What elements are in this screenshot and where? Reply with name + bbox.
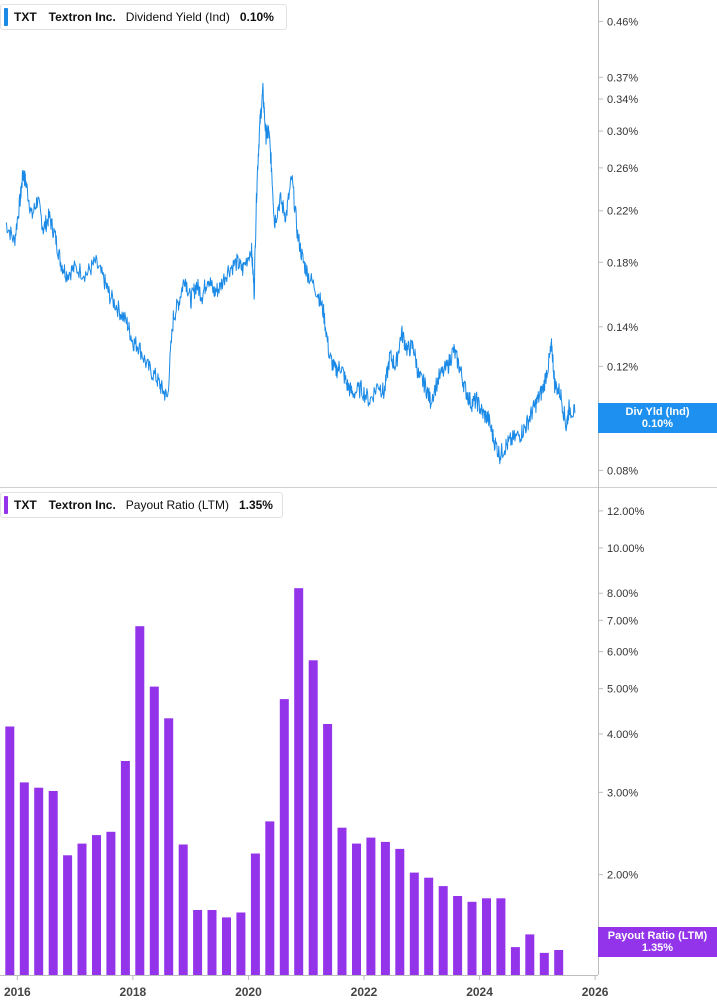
x-tick-label: 2018 [120, 985, 147, 999]
payout-bar [510, 947, 520, 975]
y-tick-label: 0.30% [607, 126, 638, 138]
y-tick-label: 0.46% [607, 16, 638, 28]
x-tick-label: 2020 [235, 985, 262, 999]
yield-legend: TXT Textron Inc. Dividend Yield (Ind) 0.… [0, 4, 287, 30]
payout-bar [236, 912, 246, 975]
payout-bar [207, 910, 217, 975]
yield-tag-label: Div Yld (Ind) [625, 406, 690, 418]
y-tick-label: 4.00% [607, 729, 638, 741]
payout-bar [395, 848, 405, 975]
yield-legend-metric: Dividend Yield (Ind) [125, 10, 230, 24]
y-tick-label: 7.00% [607, 615, 638, 627]
yield-legend-swatch [4, 8, 8, 26]
payout-value-tag: Payout Ratio (LTM) 1.35% [598, 927, 717, 957]
x-tick-label: 2026 [582, 985, 609, 999]
payout-bar [106, 831, 116, 975]
y-tick-label: 0.08% [607, 465, 638, 477]
payout-bar [482, 898, 491, 975]
y-tick-label: 3.00% [607, 787, 638, 799]
payout-bar [19, 782, 29, 975]
y-tick-label: 0.26% [607, 163, 638, 175]
y-tick-label: 0.34% [607, 94, 638, 106]
y-tick-label: 0.14% [607, 322, 638, 334]
payout-bar [308, 660, 318, 975]
payout-bar [92, 835, 101, 975]
y-tick-label: 10.00% [607, 543, 645, 555]
payout-bar [352, 843, 361, 975]
y-tick-label: 8.00% [607, 588, 638, 600]
x-tick-label: 2024 [466, 985, 493, 999]
yield-tag-value: 0.10% [641, 418, 674, 430]
payout-bar [149, 686, 159, 975]
payout-bar [453, 896, 463, 975]
payout-legend-metric: Payout Ratio (LTM) [125, 498, 229, 512]
payout-bar [424, 877, 434, 975]
dividend-yield-line [5, 82, 576, 465]
x-tick-label: 2016 [4, 985, 31, 999]
y-tick-label: 12.00% [607, 506, 645, 518]
y-tick-label: 0.37% [607, 72, 638, 84]
payout-bar [222, 917, 231, 975]
payout-bar [467, 901, 477, 975]
payout-bar [178, 844, 188, 975]
y-tick-label: 5.00% [607, 684, 638, 696]
payout-bar [554, 950, 564, 975]
payout-bar [539, 952, 549, 975]
payout-tag-label: Payout Ratio (LTM) [607, 930, 708, 942]
payout-bar [279, 699, 289, 975]
payout-bar [294, 588, 304, 975]
y-tick-label: 2.00% [607, 870, 638, 882]
payout-bar [5, 726, 15, 975]
payout-bar [409, 872, 419, 975]
payout-bar [380, 841, 390, 975]
y-tick-label: 0.22% [607, 206, 638, 218]
payout-bar [366, 837, 376, 975]
payout-tag-value: 1.35% [641, 942, 674, 954]
payout-bar [496, 898, 506, 975]
payout-bar [63, 855, 73, 975]
y-tick-label: 6.00% [607, 647, 638, 659]
payout-legend-company: Textron Inc. [48, 498, 116, 512]
payout-bar [48, 791, 58, 975]
payout-bar [193, 910, 203, 975]
payout-legend: TXT Textron Inc. Payout Ratio (LTM) 1.35… [0, 492, 283, 518]
payout-bar [120, 761, 130, 975]
y-tick-label: 0.18% [607, 257, 638, 269]
payout-bar [265, 821, 275, 975]
yield-legend-company: Textron Inc. [48, 10, 116, 24]
y-tick-label: 0.12% [607, 361, 638, 373]
payout-bar [34, 787, 44, 975]
payout-bar [164, 718, 174, 975]
payout-legend-value: 1.35% [238, 498, 273, 512]
payout-bar [337, 827, 347, 975]
payout-legend-symbol: TXT [14, 498, 37, 512]
yield-value-tag: Div Yld (Ind) 0.10% [598, 403, 717, 433]
yield-legend-value: 0.10% [239, 10, 274, 24]
payout-bar [77, 843, 87, 975]
payout-bar [438, 886, 448, 975]
payout-bar [525, 934, 535, 975]
payout-bar [250, 853, 260, 975]
payout-bar [323, 724, 333, 975]
yield-legend-symbol: TXT [14, 10, 37, 24]
x-tick-label: 2022 [351, 985, 378, 999]
payout-legend-swatch [4, 496, 8, 514]
payout-bar [135, 626, 145, 975]
